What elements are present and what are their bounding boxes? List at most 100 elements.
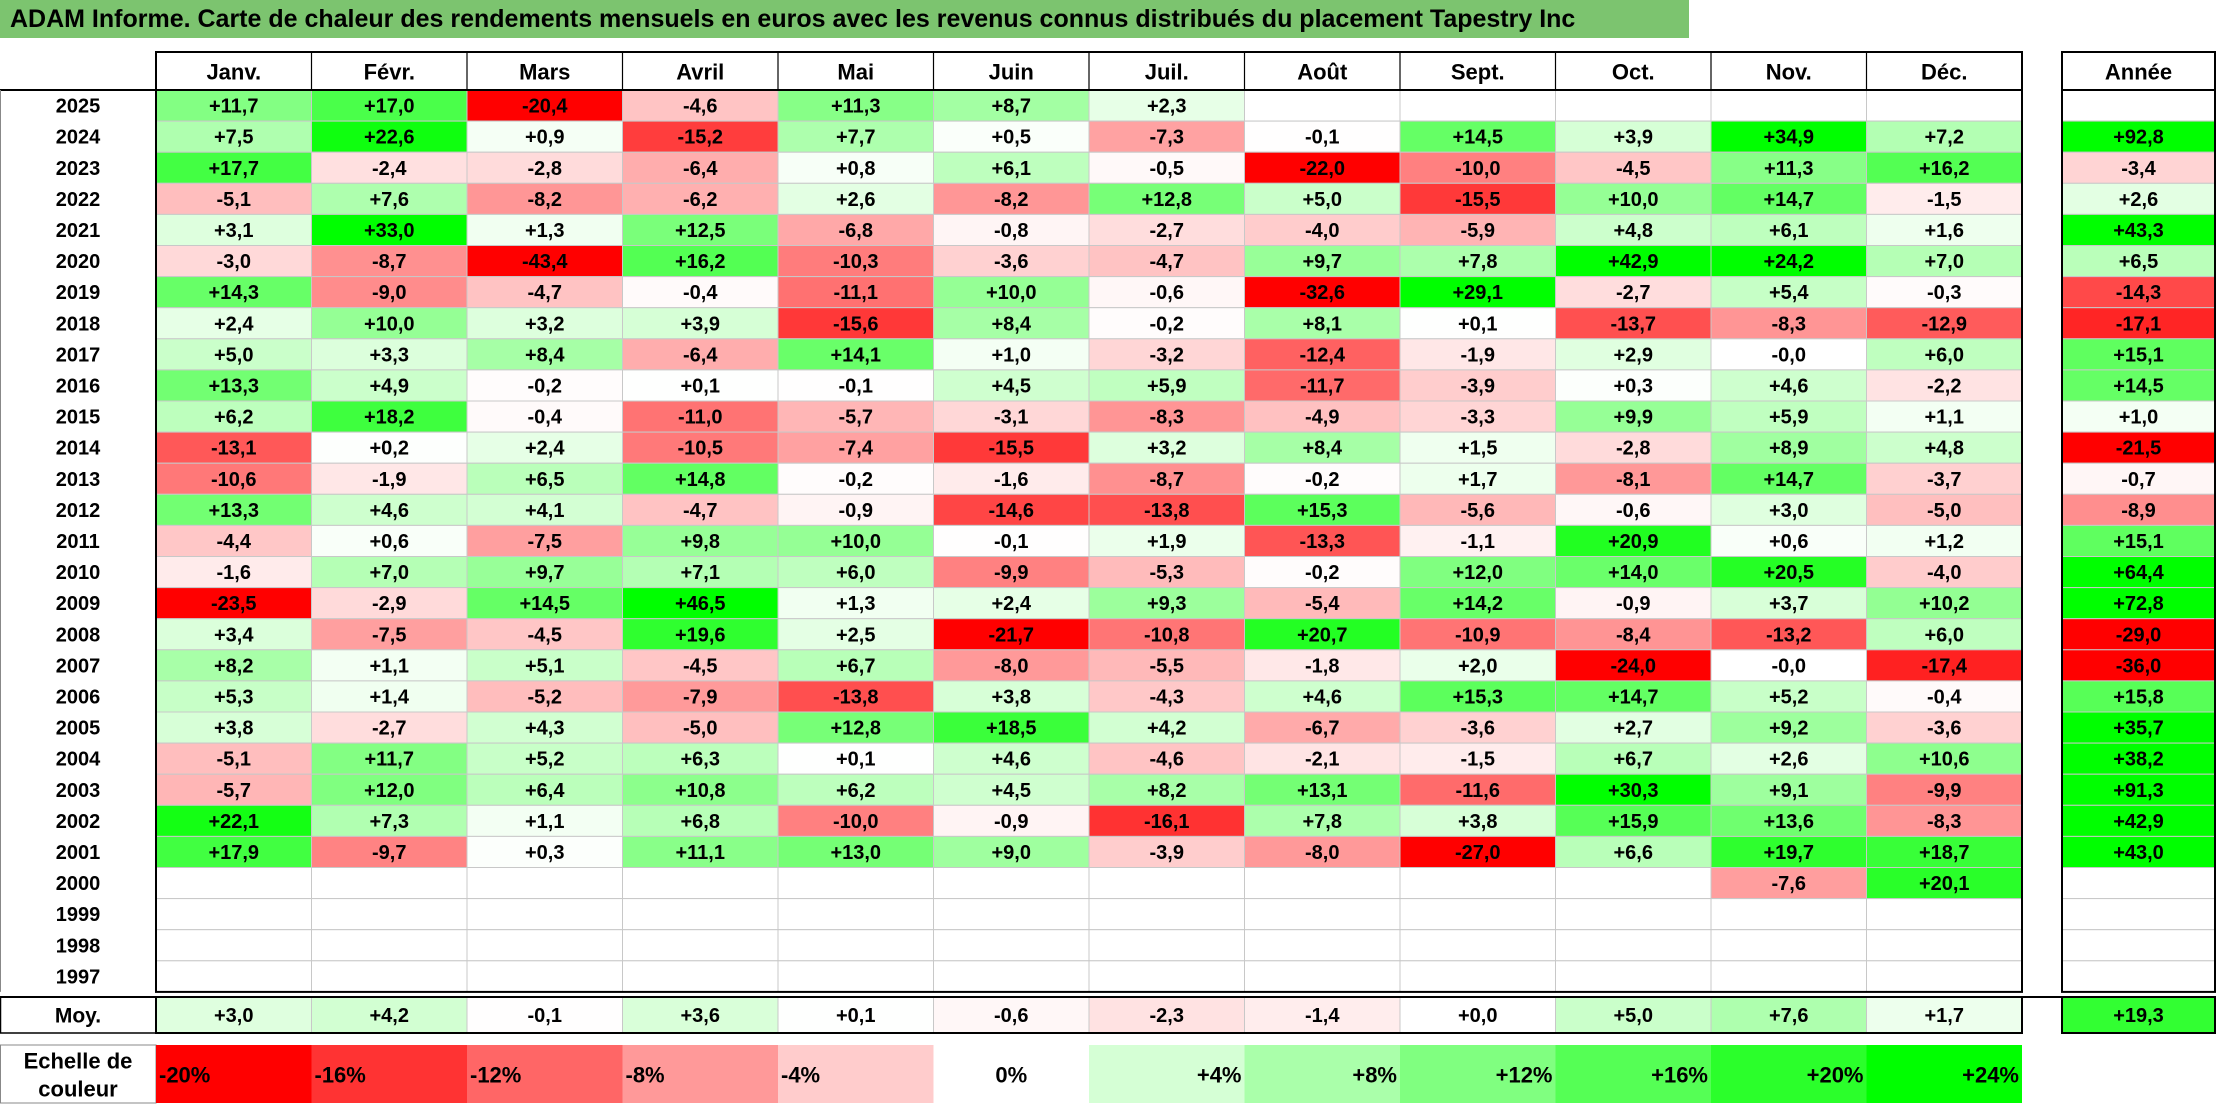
annual-value: +15,1 [2113, 344, 2164, 366]
cell-value: +5,0 [214, 344, 253, 366]
heatmap-cell [1710, 649, 1867, 682]
heatmap-cell [311, 431, 468, 464]
average-cell [155, 996, 312, 1034]
cell-value: -20,4 [522, 96, 568, 118]
cell-value: +14,2 [1452, 593, 1503, 615]
heatmap-cell [1555, 338, 1712, 371]
cell-value: +7,7 [836, 127, 875, 149]
annual-cell [2061, 649, 2216, 682]
heatmap-cell [155, 898, 312, 931]
heatmap-cell [1866, 338, 2023, 371]
cell-value: +9,3 [1147, 593, 1186, 615]
heatmap-cell [777, 307, 934, 340]
cell-value: +3,9 [681, 313, 720, 335]
heatmap-cell [155, 431, 312, 464]
cell-value: -3,3 [1461, 407, 1495, 429]
cell-value: -8,2 [994, 189, 1028, 211]
cell-value: -4,6 [1150, 749, 1184, 771]
heatmap-cell [1866, 276, 2023, 309]
heatmap-cell [1399, 182, 1556, 215]
annual-cell [2061, 89, 2216, 122]
cell-value: -11,1 [834, 282, 878, 304]
heatmap-cell [1399, 524, 1556, 558]
average-value: -2,3 [1150, 1005, 1184, 1027]
cell-value: +8,4 [992, 313, 1032, 335]
heatmap-cell [1088, 618, 1245, 651]
cell-value: -0,4 [683, 282, 718, 304]
heatmap-cell [622, 960, 779, 993]
heatmap-cell [311, 618, 468, 651]
heatmap-cell [1710, 804, 1867, 837]
cell-value: +3,2 [1147, 438, 1186, 460]
heatmap-cell [155, 960, 312, 993]
heatmap-cell [311, 867, 468, 900]
average-value: +1,7 [1925, 1005, 1964, 1027]
cell-value: -8,0 [1305, 842, 1339, 864]
heatmap-cell [777, 773, 934, 806]
heatmap-cell [1399, 929, 1556, 962]
cell-value: -9,0 [372, 282, 406, 304]
cell-value: +5,2 [525, 749, 564, 771]
heatmap-cell [777, 711, 934, 744]
heatmap-cell [1710, 556, 1867, 589]
cell-value: +14,7 [1608, 686, 1659, 708]
heatmap-cell [1555, 556, 1712, 589]
cell-value: -24,0 [1610, 655, 1656, 677]
heatmap-cell [1244, 960, 1401, 993]
year-label: 2005 [56, 718, 101, 740]
cell-value: -8,4 [1616, 624, 1651, 646]
year-label: 1999 [56, 904, 101, 926]
year-label: 2019 [56, 282, 101, 304]
cell-value: -7,5 [528, 531, 562, 553]
annual-value: +72,8 [2113, 593, 2164, 615]
cell-value: -4,4 [217, 531, 252, 553]
heatmap-cell [311, 338, 468, 371]
annual-value: +6,5 [2119, 251, 2158, 273]
heatmap-cell [1399, 369, 1556, 402]
cell-value: +18,5 [986, 718, 1037, 740]
heatmap-cell [155, 151, 312, 184]
cell-value: +8,4 [1303, 438, 1343, 460]
cell-value: -10,0 [1455, 158, 1501, 180]
heatmap-cell [1555, 649, 1712, 682]
cell-value: -3,2 [1150, 344, 1184, 366]
cell-value: -4,3 [1150, 686, 1184, 708]
average-cell [311, 996, 468, 1034]
cell-value: +18,2 [364, 407, 415, 429]
cell-value: +5,3 [214, 686, 253, 708]
cell-value: +6,1 [992, 158, 1031, 180]
cell-value: +3,7 [1769, 593, 1808, 615]
cell-value: +11,7 [364, 749, 414, 771]
cell-value: -4,5 [683, 655, 717, 677]
cell-value: +14,8 [675, 469, 726, 491]
heatmap-cell [1244, 369, 1401, 402]
annual-value: -8,9 [2121, 500, 2155, 522]
scale-swatch [311, 1045, 467, 1103]
heatmap-cell [1244, 213, 1401, 246]
heatmap-cell [1710, 462, 1867, 495]
heatmap-cell [622, 867, 779, 900]
heatmap-cell [1244, 867, 1401, 900]
cell-value: +6,0 [1925, 344, 1964, 366]
cell-value: +0,5 [992, 127, 1031, 149]
heatmap-cell [1088, 493, 1245, 526]
cell-value: -27,0 [1455, 842, 1501, 864]
cell-value: +9,9 [1614, 407, 1653, 429]
cell-value: +13,3 [208, 375, 259, 397]
cell-value: +4,1 [525, 500, 564, 522]
heatmap-cell [777, 524, 934, 558]
heatmap-cell [1866, 493, 2023, 526]
cell-value: +7,5 [214, 127, 253, 149]
heatmap-cell [466, 898, 623, 931]
heatmap-cell [311, 742, 468, 775]
scale-step-label: -4% [781, 1063, 820, 1088]
cell-value: -2,1 [1305, 749, 1339, 771]
annual-value: +43,0 [2113, 842, 2164, 864]
cell-value: -10,8 [1144, 624, 1190, 646]
cell-value: -4,7 [528, 282, 562, 304]
cell-value: +1,2 [1925, 531, 1964, 553]
heatmap-cell [1244, 524, 1401, 558]
heatmap-cell [933, 680, 1090, 713]
heatmap-cell [1866, 711, 2023, 744]
